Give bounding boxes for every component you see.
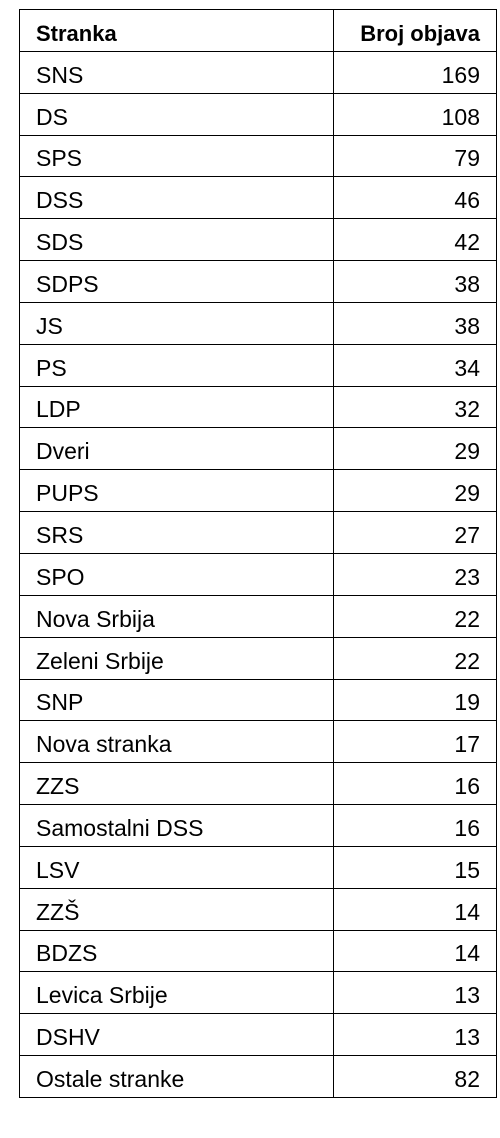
column-header-party: Stranka [19,9,334,52]
table-row: Zeleni Srbije 22 [19,636,497,680]
party-name-cell: PS [19,343,334,387]
table-row: ZZŠ 14 [19,887,497,931]
table-body: SNS 169 DS 108 SPS 79 DSS 46 SDS 42 SDPS 38 JS 38 PS 34… [19,50,497,1098]
table-row: SDPS 38 [19,260,497,303]
party-name-cell: Nova Srbija [19,594,334,638]
party-name-cell: DS [19,92,334,136]
party-name-cell: LSV [19,845,334,889]
post-count-cell: 16 [333,804,497,847]
table-row: DSHV 13 [19,1013,497,1057]
party-name-cell: SDS [19,218,334,262]
party-posts-table-container: Stranka Broj objava SNS 169 DS 108 SPS 79 DSS 4… [19,9,497,1098]
post-count-cell: 79 [333,134,497,178]
party-name-cell: SNP [19,678,334,722]
party-name-cell: SPO [19,552,334,596]
table-row: SPO 23 [19,552,497,596]
table-row: SRS 27 [19,511,497,554]
post-count-cell: 14 [333,887,497,931]
post-count-cell: 38 [333,260,497,303]
party-name-cell: PUPS [19,469,334,513]
table-row: SNS 169 [19,50,497,94]
table-row: Levica Srbije 13 [19,971,497,1015]
party-name-cell: Samostalni DSS [19,804,334,847]
party-name-cell: SDPS [19,260,334,303]
post-count-cell: 17 [333,720,497,764]
post-count-cell: 13 [333,1013,497,1057]
post-count-cell: 22 [333,594,497,638]
party-name-cell: Ostale stranke [19,1055,334,1098]
table-header-row: Stranka Broj objava [19,9,497,52]
party-name-cell: SPS [19,134,334,178]
party-name-cell: BDZS [19,929,334,973]
table-row: JS 38 [19,301,497,345]
table-row: SDS 42 [19,218,497,262]
post-count-cell: 15 [333,845,497,889]
post-count-cell: 29 [333,469,497,513]
party-name-cell: Zeleni Srbije [19,636,334,680]
post-count-cell: 46 [333,176,497,220]
table-row: Dveri 29 [19,427,497,471]
party-name-cell: SNS [19,50,334,94]
table-row: PS 34 [19,343,497,387]
table-row: LSV 15 [19,845,497,889]
party-name-cell: ZZŠ [19,887,334,931]
party-name-cell: LDP [19,385,334,429]
post-count-cell: 16 [333,762,497,806]
party-name-cell: Nova stranka [19,720,334,764]
post-count-cell: 108 [333,92,497,136]
table-row: Ostale stranke 82 [19,1055,497,1098]
table-row: Samostalni DSS 16 [19,804,497,847]
post-count-cell: 29 [333,427,497,471]
post-count-cell: 169 [333,50,497,94]
post-count-cell: 22 [333,636,497,680]
post-count-cell: 34 [333,343,497,387]
post-count-cell: 13 [333,971,497,1015]
post-count-cell: 42 [333,218,497,262]
table-row: SPS 79 [19,134,497,178]
party-name-cell: ZZS [19,762,334,806]
party-name-cell: SRS [19,511,334,554]
party-name-cell: JS [19,301,334,345]
post-count-cell: 19 [333,678,497,722]
table-row: ZZS 16 [19,762,497,806]
party-name-cell: Dveri [19,427,334,471]
post-count-cell: 38 [333,301,497,345]
table-row: Nova Srbija 22 [19,594,497,638]
party-posts-table: Stranka Broj objava SNS 169 DS 108 SPS 79 DSS 4… [19,9,497,1098]
table-row: BDZS 14 [19,929,497,973]
table-row: Nova stranka 17 [19,720,497,764]
post-count-cell: 14 [333,929,497,973]
column-header-post-count: Broj objava [333,9,497,52]
post-count-cell: 82 [333,1055,497,1098]
party-name-cell: DSHV [19,1013,334,1057]
table-row: SNP 19 [19,678,497,722]
post-count-cell: 32 [333,385,497,429]
post-count-cell: 27 [333,511,497,554]
party-name-cell: Levica Srbije [19,971,334,1015]
table-row: LDP 32 [19,385,497,429]
table-row: DS 108 [19,92,497,136]
table-row: DSS 46 [19,176,497,220]
party-name-cell: DSS [19,176,334,220]
table-row: PUPS 29 [19,469,497,513]
post-count-cell: 23 [333,552,497,596]
